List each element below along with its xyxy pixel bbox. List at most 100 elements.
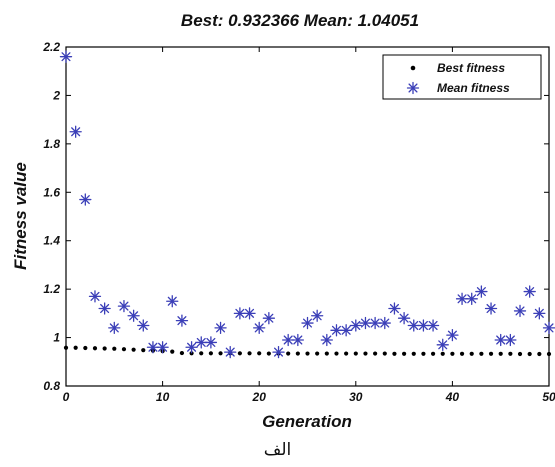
mean-fitness-point [224, 345, 237, 359]
legend-asterisk [406, 81, 420, 95]
best-fitness-point [479, 351, 484, 356]
mean-fitness-point [59, 50, 73, 63]
chart-title: Best: 0.932366 Mean: 1.04051 [181, 11, 419, 30]
mean-fitness-point [69, 125, 82, 138]
mean-fitness-point [243, 307, 256, 320]
mean-fitness-point [262, 312, 276, 325]
mean-fitness-point [533, 307, 546, 320]
best-fitness-point [373, 351, 378, 356]
best-fitness-point [459, 351, 465, 356]
best-fitness-point [102, 346, 107, 351]
mean-fitness-point [426, 319, 440, 332]
mean-fitness-point [388, 302, 401, 315]
best-fitness-point [546, 351, 552, 357]
mean-fitness-point [156, 341, 169, 354]
legend-dot [410, 65, 416, 71]
best-fitness-point [208, 351, 213, 356]
x-tick-label: 0 [63, 390, 70, 404]
mean-fitness-point [339, 324, 353, 337]
y-tick-label: 1 [53, 331, 60, 345]
best-fitness-point [257, 351, 262, 356]
mean-fitness-point [253, 321, 266, 335]
x-tick-label: 10 [156, 390, 170, 404]
mean-fitness-point [368, 316, 382, 330]
mean-fitness-point [185, 341, 198, 354]
best-fitness-point [411, 351, 416, 356]
best-fitness-point [488, 351, 494, 356]
x-axis-label: Generation [262, 412, 352, 431]
mean-fitness-point [523, 285, 536, 298]
mean-fitness-point [513, 304, 527, 318]
best-fitness-point [73, 345, 78, 350]
mean-fitness-point [484, 302, 498, 315]
series-mean-fitness [59, 50, 555, 359]
x-tick-label: 20 [252, 390, 267, 404]
best-fitness-point [237, 351, 242, 356]
legend-marker-mean-fitness [406, 81, 420, 95]
mean-fitness-point [378, 316, 391, 330]
legend: Best fitness Mean fitness [382, 54, 542, 100]
best-fitness-point [305, 351, 310, 356]
mean-fitness-point [330, 324, 343, 337]
y-axis-label: Fitness value [11, 162, 30, 270]
mean-fitness-point [88, 290, 102, 303]
mean-fitness-point [214, 321, 227, 335]
x-tick-label: 40 [445, 390, 460, 404]
best-fitness-point [527, 351, 532, 357]
best-fitness-point [469, 351, 474, 356]
mean-fitness-point [475, 285, 488, 298]
best-fitness-point [430, 351, 436, 356]
best-fitness-point [421, 351, 426, 356]
best-fitness-point [353, 351, 358, 356]
best-fitness-point [63, 345, 69, 350]
best-fitness-point [324, 351, 329, 356]
mean-fitness-point [204, 336, 218, 349]
x-tick-label: 50 [542, 390, 555, 404]
mean-fitness-point [311, 309, 324, 322]
mean-fitness-point [397, 312, 411, 325]
best-fitness-point [141, 348, 146, 353]
best-fitness-point [537, 351, 542, 357]
best-fitness-point [517, 351, 523, 357]
y-tick-label: 2 [52, 88, 60, 102]
best-fitness-point [450, 351, 455, 356]
best-fitness-point [112, 346, 117, 351]
best-fitness-point [92, 346, 98, 351]
mean-fitness-point [117, 299, 131, 313]
best-fitness-point [199, 351, 204, 356]
mean-fitness-point [127, 309, 140, 322]
mean-fitness-point [436, 338, 449, 351]
y-tick-label: 1.6 [43, 185, 60, 199]
mean-fitness-point [320, 333, 333, 347]
best-fitness-point [121, 347, 127, 352]
mean-fitness-point [446, 328, 459, 342]
best-fitness-point [131, 347, 136, 352]
mean-fitness-point [79, 193, 92, 206]
best-fitness-point [170, 349, 175, 354]
y-tick-label: 1.2 [43, 282, 60, 296]
best-fitness-point [286, 351, 291, 356]
y-tick-label: 2.2 [42, 40, 60, 54]
legend-marker-best-fitness [410, 65, 416, 71]
x-tick-label: 30 [349, 390, 363, 404]
legend-label-mean-fitness: Mean fitness [437, 81, 510, 95]
best-fitness-point [179, 350, 185, 356]
best-fitness-point [334, 351, 339, 356]
best-fitness-point [498, 351, 503, 356]
mean-fitness-point [175, 314, 189, 327]
y-tick-label: 1.8 [43, 137, 60, 151]
best-fitness-point [344, 351, 349, 356]
mean-fitness-point [465, 292, 478, 305]
mean-fitness-point [108, 321, 121, 335]
best-fitness-point [218, 351, 223, 356]
mean-fitness-point [98, 302, 111, 315]
mean-fitness-point [166, 295, 179, 308]
mean-fitness-point [542, 321, 555, 335]
best-fitness-point [402, 351, 407, 356]
best-fitness-point [440, 351, 445, 356]
best-fitness-point [266, 351, 271, 356]
best-fitness-point [392, 351, 397, 356]
best-fitness-point [315, 351, 320, 356]
best-fitness-point [508, 351, 513, 356]
